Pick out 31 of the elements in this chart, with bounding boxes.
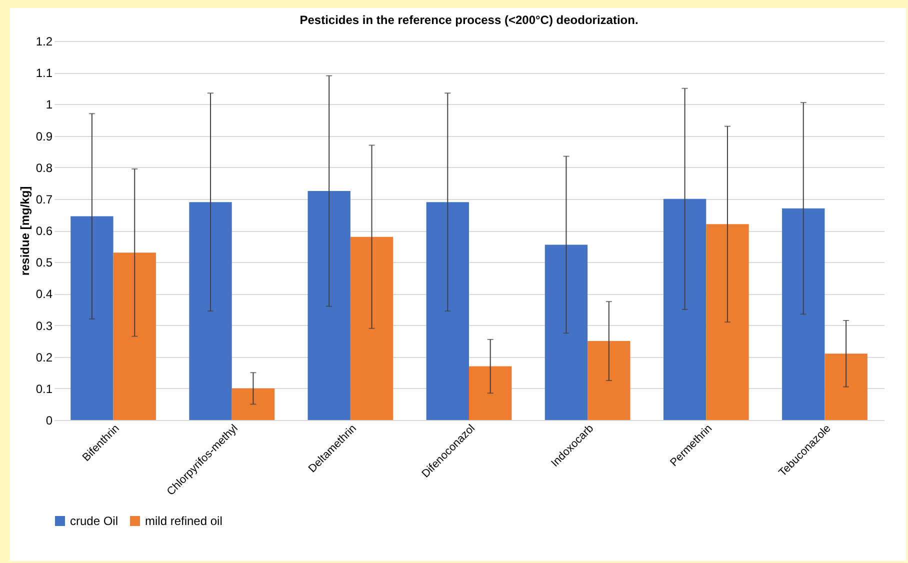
- y-tick-label: 1.1: [36, 66, 53, 80]
- y-tick-label: 0.9: [36, 129, 53, 144]
- bar: [426, 202, 469, 420]
- y-tick-label: 0.2: [36, 350, 53, 364]
- bar: [588, 341, 630, 420]
- y-tick-label: 0.7: [36, 192, 53, 206]
- y-tick-label: 0: [46, 414, 53, 428]
- bar: [350, 236, 394, 420]
- legend-label: crude Oil: [70, 514, 118, 528]
- bar: [70, 216, 114, 420]
- y-tick-label: 1.2: [36, 34, 53, 48]
- bar: [308, 191, 350, 420]
- bar: [544, 244, 588, 420]
- legend-label: mild refined oil: [145, 514, 222, 528]
- bar: [232, 388, 275, 420]
- y-tick-label: 0.3: [36, 318, 53, 333]
- bar: [824, 354, 868, 420]
- y-tick-label: 0.1: [36, 382, 53, 396]
- y-tick-label: 0.5: [36, 256, 53, 270]
- chart-title: Pesticides in the reference process (<200°C) deodorization.: [300, 13, 638, 27]
- y-tick-label: 0.6: [36, 224, 53, 238]
- bar: [469, 366, 512, 420]
- y-tick-label: 0.4: [36, 287, 53, 302]
- bar: [663, 198, 706, 420]
- y-tick-label: 1: [46, 98, 53, 112]
- bar: [706, 224, 749, 420]
- bar: [113, 252, 156, 420]
- y-tick-label: 0.8: [36, 160, 53, 175]
- y-axis-title: residue [mg/kg]: [18, 186, 32, 276]
- bar: [189, 202, 232, 420]
- bar: [782, 208, 825, 420]
